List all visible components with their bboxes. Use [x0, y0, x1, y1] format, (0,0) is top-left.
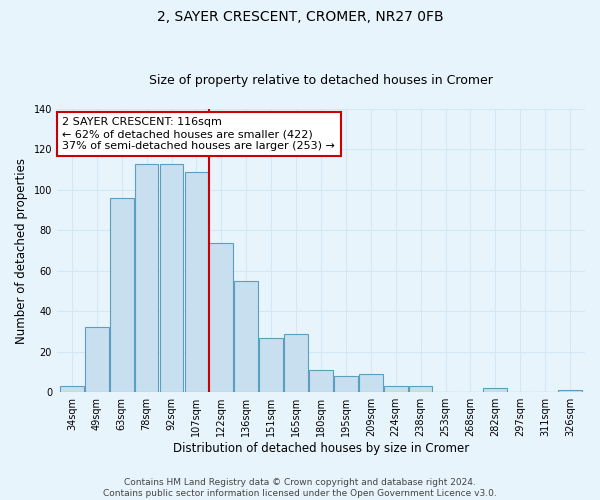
Bar [85, 328, 109, 392]
Bar [235, 281, 258, 392]
Text: 2, SAYER CRESCENT, CROMER, NR27 0FB: 2, SAYER CRESCENT, CROMER, NR27 0FB [157, 10, 443, 24]
Title: Size of property relative to detached houses in Cromer: Size of property relative to detached ho… [149, 74, 493, 87]
Bar [209, 242, 233, 392]
Text: 2 SAYER CRESCENT: 116sqm
← 62% of detached houses are smaller (422)
37% of semi-: 2 SAYER CRESCENT: 116sqm ← 62% of detach… [62, 118, 335, 150]
Bar [484, 388, 507, 392]
X-axis label: Distribution of detached houses by size in Cromer: Distribution of detached houses by size … [173, 442, 469, 455]
Bar [284, 334, 308, 392]
Bar [135, 164, 158, 392]
Bar [384, 386, 407, 392]
Text: Contains HM Land Registry data © Crown copyright and database right 2024.
Contai: Contains HM Land Registry data © Crown c… [103, 478, 497, 498]
Bar [309, 370, 333, 392]
Bar [359, 374, 383, 392]
Y-axis label: Number of detached properties: Number of detached properties [15, 158, 28, 344]
Bar [259, 338, 283, 392]
Bar [334, 376, 358, 392]
Bar [60, 386, 83, 392]
Bar [409, 386, 433, 392]
Bar [160, 164, 184, 392]
Bar [558, 390, 582, 392]
Bar [185, 172, 208, 392]
Bar [110, 198, 134, 392]
